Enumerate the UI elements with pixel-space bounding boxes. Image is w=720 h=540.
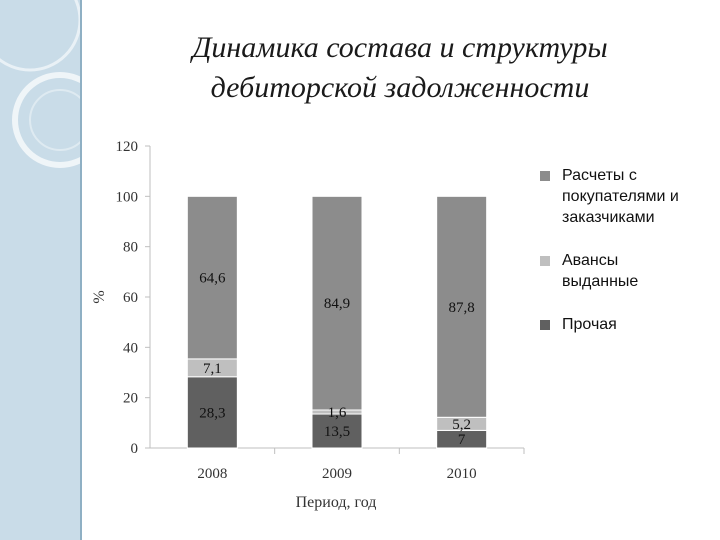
data-label: 7,1 xyxy=(203,361,222,377)
legend-label-advances-line2: выданные xyxy=(562,273,639,290)
legend-swatch-advances xyxy=(540,256,550,266)
y-tick-label: 60 xyxy=(123,290,138,306)
x-tick-label: 2008 xyxy=(197,466,227,482)
side-panel-edge xyxy=(80,0,82,540)
bar-segment xyxy=(311,195,363,411)
chart-bars xyxy=(186,195,488,449)
legend-swatch-customers xyxy=(540,171,550,181)
bar-segment xyxy=(186,376,238,449)
legend-item-other: Прочая xyxy=(540,314,710,335)
legend-item-advances: Авансы выданные xyxy=(540,250,710,292)
y-tick-label: 40 xyxy=(123,340,138,356)
slide-title-line1: Динамика состава и структуры xyxy=(192,31,608,64)
x-tick-label: 2010 xyxy=(447,466,477,482)
data-label: 28,3 xyxy=(199,405,225,421)
y-tick-label: 100 xyxy=(116,189,139,205)
data-label: 5,2 xyxy=(452,417,471,433)
data-label: 13,5 xyxy=(324,424,350,440)
y-tick-label: 0 xyxy=(131,441,139,457)
y-tick-label: 20 xyxy=(123,391,138,407)
data-label: 87,8 xyxy=(449,300,475,316)
slide-title-line2: дебиторской задолженности xyxy=(210,71,590,104)
decorative-side-panel xyxy=(0,0,80,540)
x-axis-label: Период, год xyxy=(296,494,377,511)
y-tick-label: 80 xyxy=(123,240,138,256)
y-tick-label: 120 xyxy=(116,139,139,155)
data-label: 64,6 xyxy=(199,271,226,287)
decorative-circles xyxy=(0,0,80,168)
legend-label-customers-line2: покупателями и xyxy=(562,188,679,205)
bar-segment xyxy=(436,195,488,418)
data-label: 7 xyxy=(458,432,466,448)
chart-legend: Расчеты с покупателями и заказчиками Ава… xyxy=(540,165,710,357)
data-label: 1,6 xyxy=(328,405,347,421)
slide-title: Динамика состава и структуры дебиторской… xyxy=(100,28,700,108)
legend-swatch-other xyxy=(540,320,550,330)
legend-label-customers-line3: заказчиками xyxy=(562,209,655,226)
y-axis-label: % xyxy=(91,290,108,303)
legend-label-customers-line1: Расчеты с xyxy=(562,167,637,184)
x-tick-label: 2009 xyxy=(322,466,352,482)
legend-label-advances-line1: Авансы xyxy=(562,252,619,269)
bar-segment xyxy=(311,413,363,449)
legend-label-other: Прочая xyxy=(562,316,617,333)
legend-item-customers: Расчеты с покупателями и заказчиками xyxy=(540,165,710,228)
bar-segment xyxy=(186,195,238,360)
chart-value-labels: 28,3 7,1 64,6 13,5 1,6 84,9 75,2 87,8 xyxy=(199,271,475,449)
data-label: 84,9 xyxy=(324,296,350,312)
